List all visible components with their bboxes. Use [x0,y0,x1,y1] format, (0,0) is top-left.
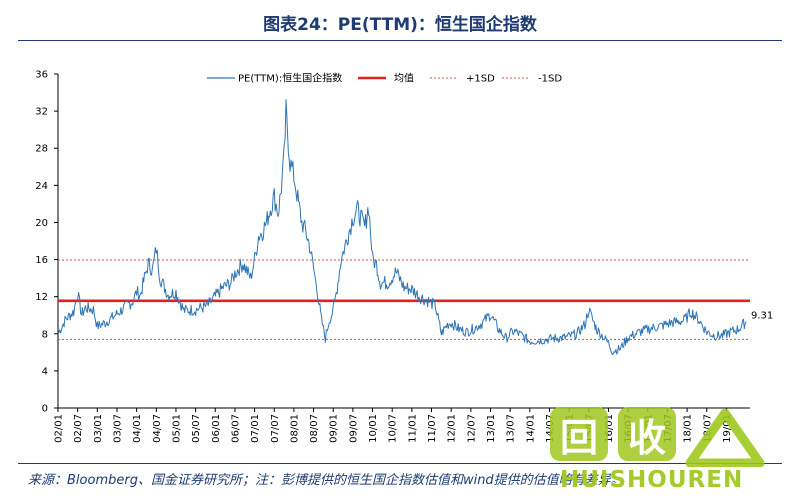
x-tick-label: 18/01 [683,414,694,443]
x-tick-label: 04/07 [152,414,163,443]
bottom-divider [18,463,782,464]
x-tick-label: 06/01 [211,414,222,443]
legend-item-mean-label: 均值 [394,72,414,85]
y-tick-label: 20 [35,218,48,229]
y-tick-label: 36 [35,70,48,81]
x-tick-label: 07/01 [250,414,261,443]
y-tick-label: 28 [35,144,48,155]
x-tick-label: 10/07 [388,414,399,443]
source-note: 来源：Bloomberg、国金证券研究所；注：彭博提供的恒生国企指数估值和win… [28,473,624,488]
x-tick-label: 11/07 [427,414,438,443]
y-tick-label: 16 [35,255,48,266]
y-tick-label: 12 [35,292,48,303]
x-tick-label: 06/07 [230,414,241,443]
x-tick-label: 08/07 [309,414,320,443]
legend-item-minus-1sd-label: -1SD [538,74,562,85]
x-tick-label: 16/01 [604,414,615,443]
pe-series-line [57,99,747,356]
x-tick-label: 12/01 [447,414,458,443]
x-tick-label: 14/01 [525,414,536,443]
y-tick-label: 24 [35,181,48,192]
x-tick-label: 19/01 [722,414,733,443]
x-tick-label: 03/07 [112,414,123,443]
watermark-brand: HUISHOUREN [560,467,744,493]
x-tick-label: 11/01 [407,414,418,443]
x-tick-label: 12/07 [466,414,477,443]
y-tick-label: 32 [35,107,48,118]
x-tick-label: 05/01 [171,414,182,443]
x-tick-label: 02/01 [54,414,65,443]
x-tick-label: 10/01 [368,414,379,443]
x-tick-label: 18/07 [702,414,713,443]
watermark-triangle-icon [685,409,765,467]
y-tick-label: 8 [42,329,48,340]
x-tick-label: 04/01 [132,414,143,443]
y-tick-label: 4 [42,366,48,377]
end-value-label: 9.31 [751,311,773,322]
watermark-box-2: 收 [618,407,676,461]
x-tick-label: 08/01 [289,414,300,443]
x-tick-label: 13/01 [486,414,497,443]
x-tick-label: 09/01 [329,414,340,443]
legend-item-plus-1sd-label: +1SD [466,74,495,85]
x-tick-label: 03/01 [93,414,104,443]
x-tick-label: 02/07 [73,414,84,443]
page-title: 图表24：PE(TTM)：恒生国企指数 [263,15,537,35]
y-tick-label: 0 [42,404,48,415]
top-divider [18,40,782,41]
legend-item-pe-label: PE(TTM):恒生国企指数 [238,72,342,85]
x-tick-label: 07/07 [270,414,281,443]
x-tick-label: 13/07 [506,414,517,443]
x-tick-label: 05/07 [191,414,202,443]
watermark-box-1: 回 [550,407,608,461]
x-tick-label: 09/07 [348,414,359,443]
watermark-logo: 回 收 HUISHOUREN [545,403,785,495]
